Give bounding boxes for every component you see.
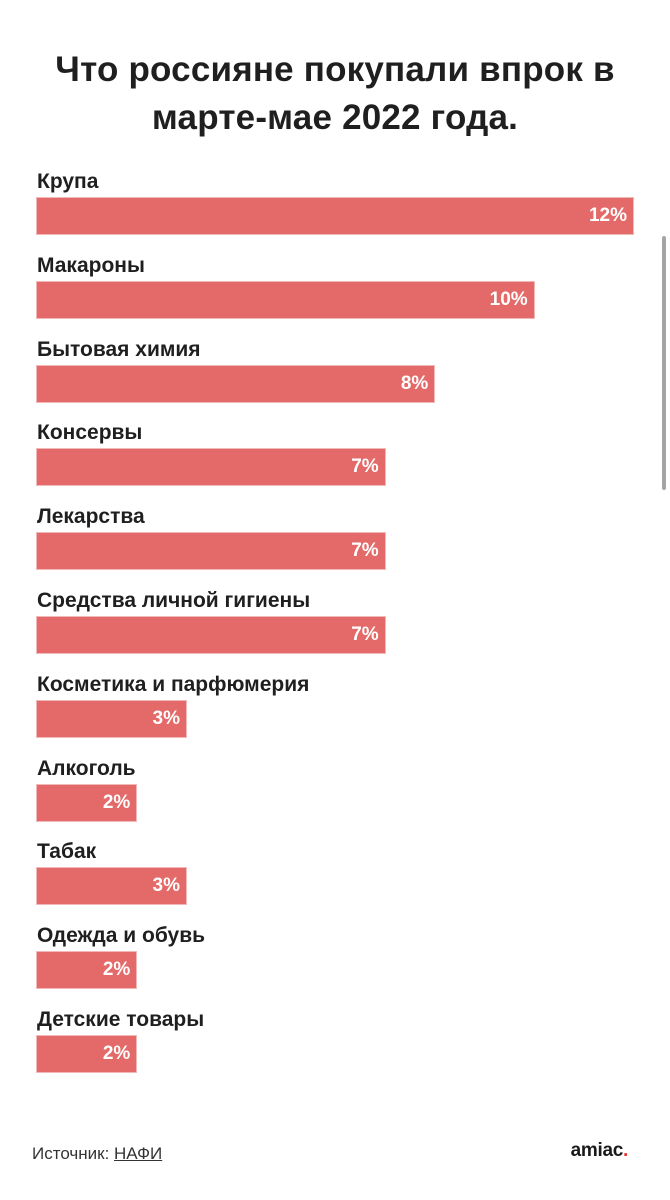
bar: 3%	[37, 700, 186, 737]
source-note: Источник: НАФИ	[32, 1144, 162, 1164]
category-label: Алкоголь	[37, 756, 136, 780]
bar: 7%	[37, 617, 385, 653]
brand-dot: .	[623, 1140, 628, 1161]
brand-name: amiac	[570, 1140, 624, 1161]
bar-value-label: 7%	[351, 624, 379, 645]
scrollbar[interactable]	[662, 236, 666, 490]
bar-value-label: 10%	[489, 288, 528, 310]
bar: 7%	[37, 449, 385, 486]
bar-value-label: 7%	[351, 540, 379, 562]
category-label: Консервы	[37, 421, 143, 445]
bar-value-label: 2%	[102, 1043, 131, 1064]
category-label: Макароны	[37, 253, 145, 277]
source-link[interactable]: НАФИ	[114, 1144, 163, 1163]
bar-value-label: 3%	[152, 707, 180, 729]
bar-value-label: 12%	[588, 205, 627, 226]
bar: 2%	[37, 952, 137, 989]
bar: 10%	[37, 281, 534, 318]
category-label: Косметика и парфюмерия	[37, 672, 310, 696]
bar-value-label: 8%	[400, 372, 429, 394]
category-label: Детские товары	[37, 1008, 205, 1031]
category-label: Одежда и обувь	[37, 924, 206, 948]
category-label: Табак	[37, 840, 97, 864]
chart-title: Что россияне покупали впрок в марте-мае …	[55, 50, 615, 137]
brand-logo[interactable]: amiac.	[570, 1140, 629, 1162]
bar: 3%	[37, 868, 186, 905]
bar: 8%	[37, 365, 435, 402]
bar-value-label: 2%	[102, 959, 131, 981]
bar: 2%	[37, 784, 137, 821]
category-label: Крупа	[37, 170, 99, 193]
source-label: Источник:	[32, 1144, 110, 1163]
bar-value-label: 3%	[152, 875, 180, 897]
bar-value-label: 7%	[351, 456, 379, 478]
bar: 2%	[37, 1036, 137, 1072]
category-label: Лекарства	[37, 505, 145, 529]
category-label: Бытовая химия	[37, 337, 201, 361]
category-label: Средства личной гигиены	[37, 589, 311, 612]
bar: 7%	[37, 533, 385, 570]
bar: 12%	[37, 198, 633, 234]
bar-value-label: 2%	[102, 791, 131, 813]
